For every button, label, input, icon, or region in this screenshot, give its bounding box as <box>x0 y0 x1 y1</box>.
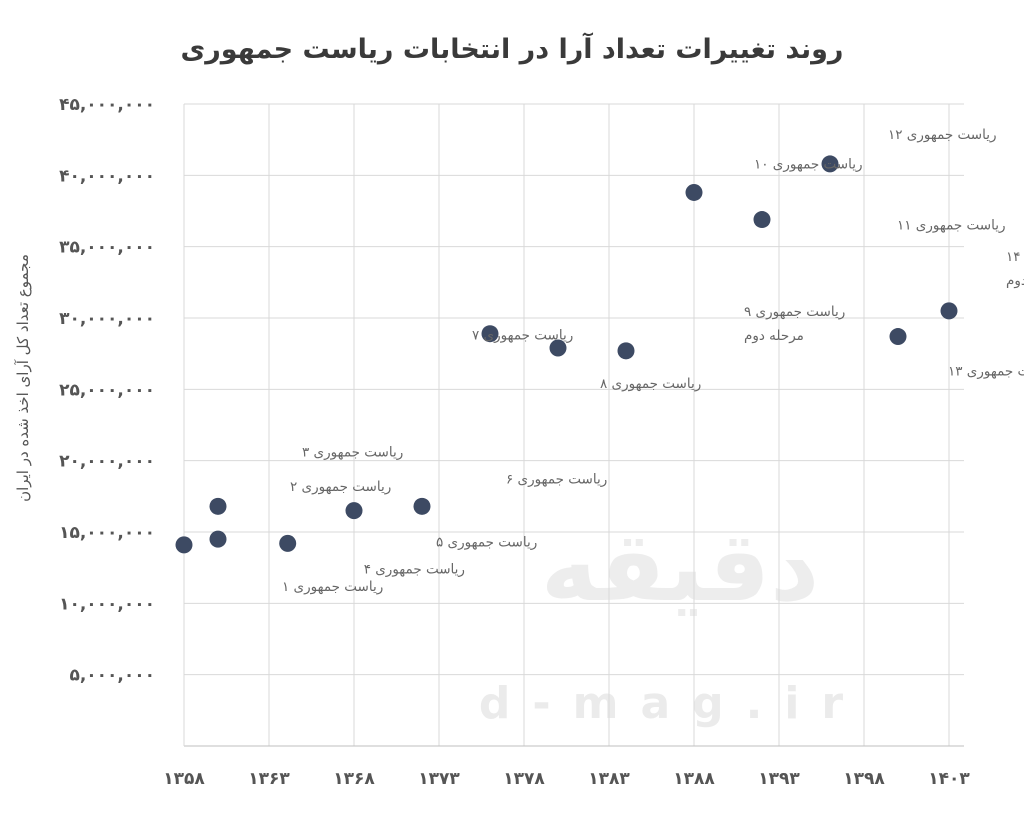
x-tick-label: ۱۴۰۳ <box>928 769 970 789</box>
watermark: دقیقه d-mag.ir <box>479 511 865 729</box>
x-tick-label: ۱۳۸۳ <box>588 769 630 789</box>
y-tick-label: ۵,۰۰۰,۰۰۰ <box>69 666 155 686</box>
x-tick-label: ۱۳۷۳ <box>418 769 460 789</box>
data-point <box>279 534 297 552</box>
data-point <box>175 536 193 554</box>
data-point <box>685 183 703 201</box>
y-tick-label: ۴۰,۰۰۰,۰۰۰ <box>59 166 155 186</box>
point-label: ریاست جمهوری ۶ <box>506 471 607 487</box>
y-tick-label: ۳۵,۰۰۰,۰۰۰ <box>59 238 155 258</box>
point-label: ریاست جمهوری ۸ <box>600 376 701 392</box>
data-point <box>889 328 907 346</box>
x-tick-label: ۱۳۶۸ <box>333 769 375 789</box>
point-label: ریاست جمهوری ۹ <box>744 304 845 320</box>
data-point <box>940 302 958 320</box>
x-tick-label: ۱۳۹۸ <box>843 769 885 789</box>
point-label: ریاست جمهوری ۷ <box>472 328 573 344</box>
x-tick-label: ۱۳۷۸ <box>503 769 545 789</box>
point-label: ریاست جمهوری ۱۱ <box>897 218 1006 234</box>
x-tick-label: ۱۳۹۳ <box>758 769 800 789</box>
point-labels: ریاست جمهوری ۱ ریاست جمهوری ۲ ریاست جمهوری… <box>282 127 1024 595</box>
y-tick-label: ۲۰,۰۰۰,۰۰۰ <box>59 452 155 472</box>
data-points <box>175 155 958 554</box>
data-point <box>481 325 499 343</box>
point-label: ریاست جمهوری ۱۴ <box>1006 249 1024 265</box>
chart-title: روند تغییرات تعداد آرا در انتخابات ریاست… <box>181 32 844 65</box>
point-label: ریاست جمهوری ۲ <box>290 479 391 495</box>
data-point <box>753 211 771 229</box>
x-tick-label: ۱۳۶۳ <box>248 769 290 789</box>
gridlines <box>183 103 964 746</box>
y-tick-label: ۲۵,۰۰۰,۰۰۰ <box>59 380 155 400</box>
point-label: ریاست جمهوری ۴ <box>364 561 465 577</box>
data-point <box>821 155 839 173</box>
point-label: ریاست جمهوری ۳ <box>302 444 403 460</box>
y-tick-label: ۳۰,۰۰۰,۰۰۰ <box>59 309 155 329</box>
point-label: مرحله دوم <box>744 328 804 344</box>
x-tick-label: ۱۳۵۸ <box>163 769 205 789</box>
data-point <box>549 339 567 357</box>
point-label: ریاست جمهوری ۵ <box>436 535 537 551</box>
y-tick-label: ۱۵,۰۰۰,۰۰۰ <box>59 523 155 543</box>
point-label: مرحله دوم <box>1006 273 1024 289</box>
watermark-logo: دقیقه <box>541 511 820 623</box>
y-tick-label: ۴۵,۰۰۰,۰۰۰ <box>59 95 155 115</box>
data-point <box>209 497 227 515</box>
point-label: ریاست جمهوری ۱ <box>282 579 383 595</box>
y-tick-label: ۱۰,۰۰۰,۰۰۰ <box>59 594 155 614</box>
point-label: ریاست جمهوری ۱۰ <box>754 156 863 172</box>
x-tick-labels: ۱۳۵۸ ۱۳۶۳ ۱۳۶۸ ۱۳۷۳ ۱۳۷۸ ۱۳۸۳ ۱۳۸۸ ۱۳۹۳ ۱۳۹۸ ۱۴۰۳ <box>163 769 970 789</box>
watermark-site: d-mag.ir <box>479 678 865 729</box>
data-point <box>617 342 635 360</box>
data-point <box>209 530 227 548</box>
data-point <box>413 497 431 515</box>
axes <box>183 104 964 747</box>
y-axis-label: مجموع تعداد کل آرای اخذ شده در ایران <box>14 254 32 502</box>
point-label: ریاست جمهوری ۱۳ <box>948 364 1024 380</box>
x-tick-label: ۱۳۸۸ <box>673 769 715 789</box>
data-point <box>345 502 363 520</box>
y-tick-labels: ۵,۰۰۰,۰۰۰ ۱۰,۰۰۰,۰۰۰ ۱۵,۰۰۰,۰۰۰ ۲۰,۰۰۰,۰۰۰ ۲… <box>59 95 155 686</box>
point-label: ریاست جمهوری ۱۲ <box>888 127 997 143</box>
